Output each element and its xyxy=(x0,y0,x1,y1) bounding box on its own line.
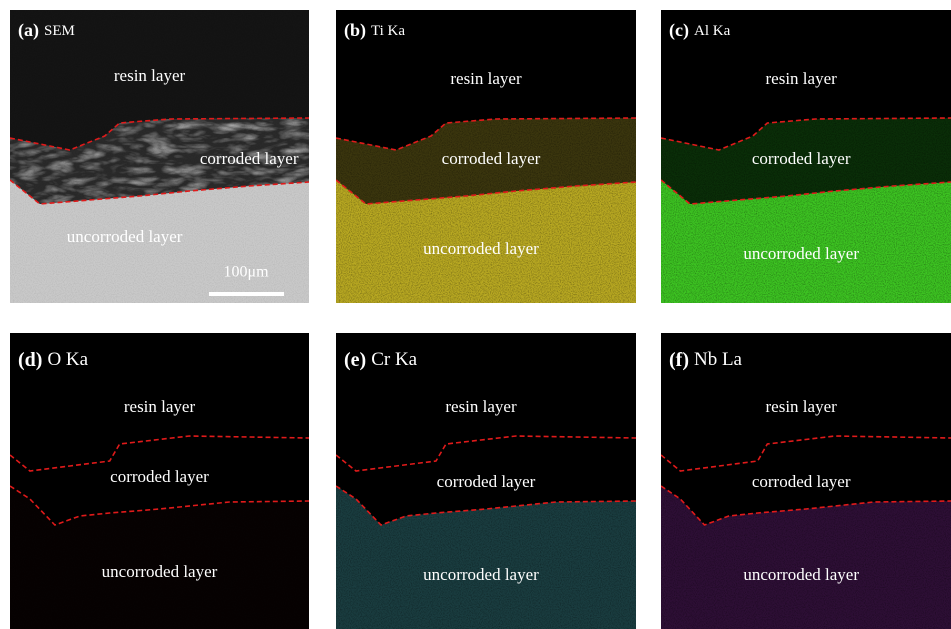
panel-heading: (b) Ti Ka xyxy=(344,20,405,41)
panel-label: (f) xyxy=(669,349,689,371)
panel-label: (c) xyxy=(669,20,689,41)
panel-heading: (f)Nb La xyxy=(669,349,743,371)
layer-label: resin layer xyxy=(766,397,838,416)
panel: (c) Al Ka resin layer corroded layer uncorro… xyxy=(661,10,951,303)
layer-label: uncorroded layer xyxy=(423,239,539,258)
panel: (e)Cr Ka resin layer corroded layer uncorro… xyxy=(336,333,636,629)
layer-label: corroded layer xyxy=(437,472,536,491)
panel-label: (b) xyxy=(344,20,366,41)
panel-title: O Ka xyxy=(47,349,88,370)
panel-title: Ti Ka xyxy=(371,23,405,39)
panel-heading: (e)Cr Ka xyxy=(344,349,418,371)
scale-bar-label: 100μm xyxy=(223,264,269,281)
layer-label: resin layer xyxy=(766,69,838,88)
panel-heading: (d)O Ka xyxy=(18,349,89,371)
layer-label: uncorroded layer xyxy=(423,565,539,584)
layer-label: corroded layer xyxy=(110,467,209,486)
layer-label: uncorroded layer xyxy=(67,227,183,246)
panel-title: SEM xyxy=(44,23,75,39)
panel-heading: (c) Al Ka xyxy=(669,20,731,41)
panel-title: Cr Ka xyxy=(371,349,417,370)
layer-label: uncorroded layer xyxy=(743,565,859,584)
panel-label: (a) xyxy=(18,20,39,41)
layer-label: corroded layer xyxy=(752,472,851,491)
layer-label: uncorroded layer xyxy=(102,562,218,581)
layer-label: resin layer xyxy=(445,397,517,416)
figure: (a) SEM resin layer corroded layer uncorrode… xyxy=(0,0,951,629)
layer-label: corroded layer xyxy=(442,149,541,168)
panel: (f)Nb La resin layer corroded layer uncorro… xyxy=(661,333,951,629)
panel-label: (d) xyxy=(18,349,42,371)
layer-label: resin layer xyxy=(114,66,186,85)
layer-label: uncorroded layer xyxy=(743,244,859,263)
panel: (d)O Ka resin layer corroded layer uncorrod… xyxy=(10,333,309,629)
layer-label: corroded layer xyxy=(200,149,299,168)
layer-label: resin layer xyxy=(124,397,196,416)
panel-label: (e) xyxy=(344,349,366,371)
panel: (a) SEM resin layer corroded layer uncorrode… xyxy=(10,10,309,303)
panel-title: Nb La xyxy=(694,349,743,370)
panel: (b) Ti Ka resin layer corroded layer uncorro… xyxy=(336,10,636,303)
panel-heading: (a) SEM xyxy=(18,20,75,41)
layer-label: corroded layer xyxy=(752,149,851,168)
layer-label: resin layer xyxy=(450,69,522,88)
panel-title: Al Ka xyxy=(694,23,731,39)
scale-bar xyxy=(209,292,284,296)
